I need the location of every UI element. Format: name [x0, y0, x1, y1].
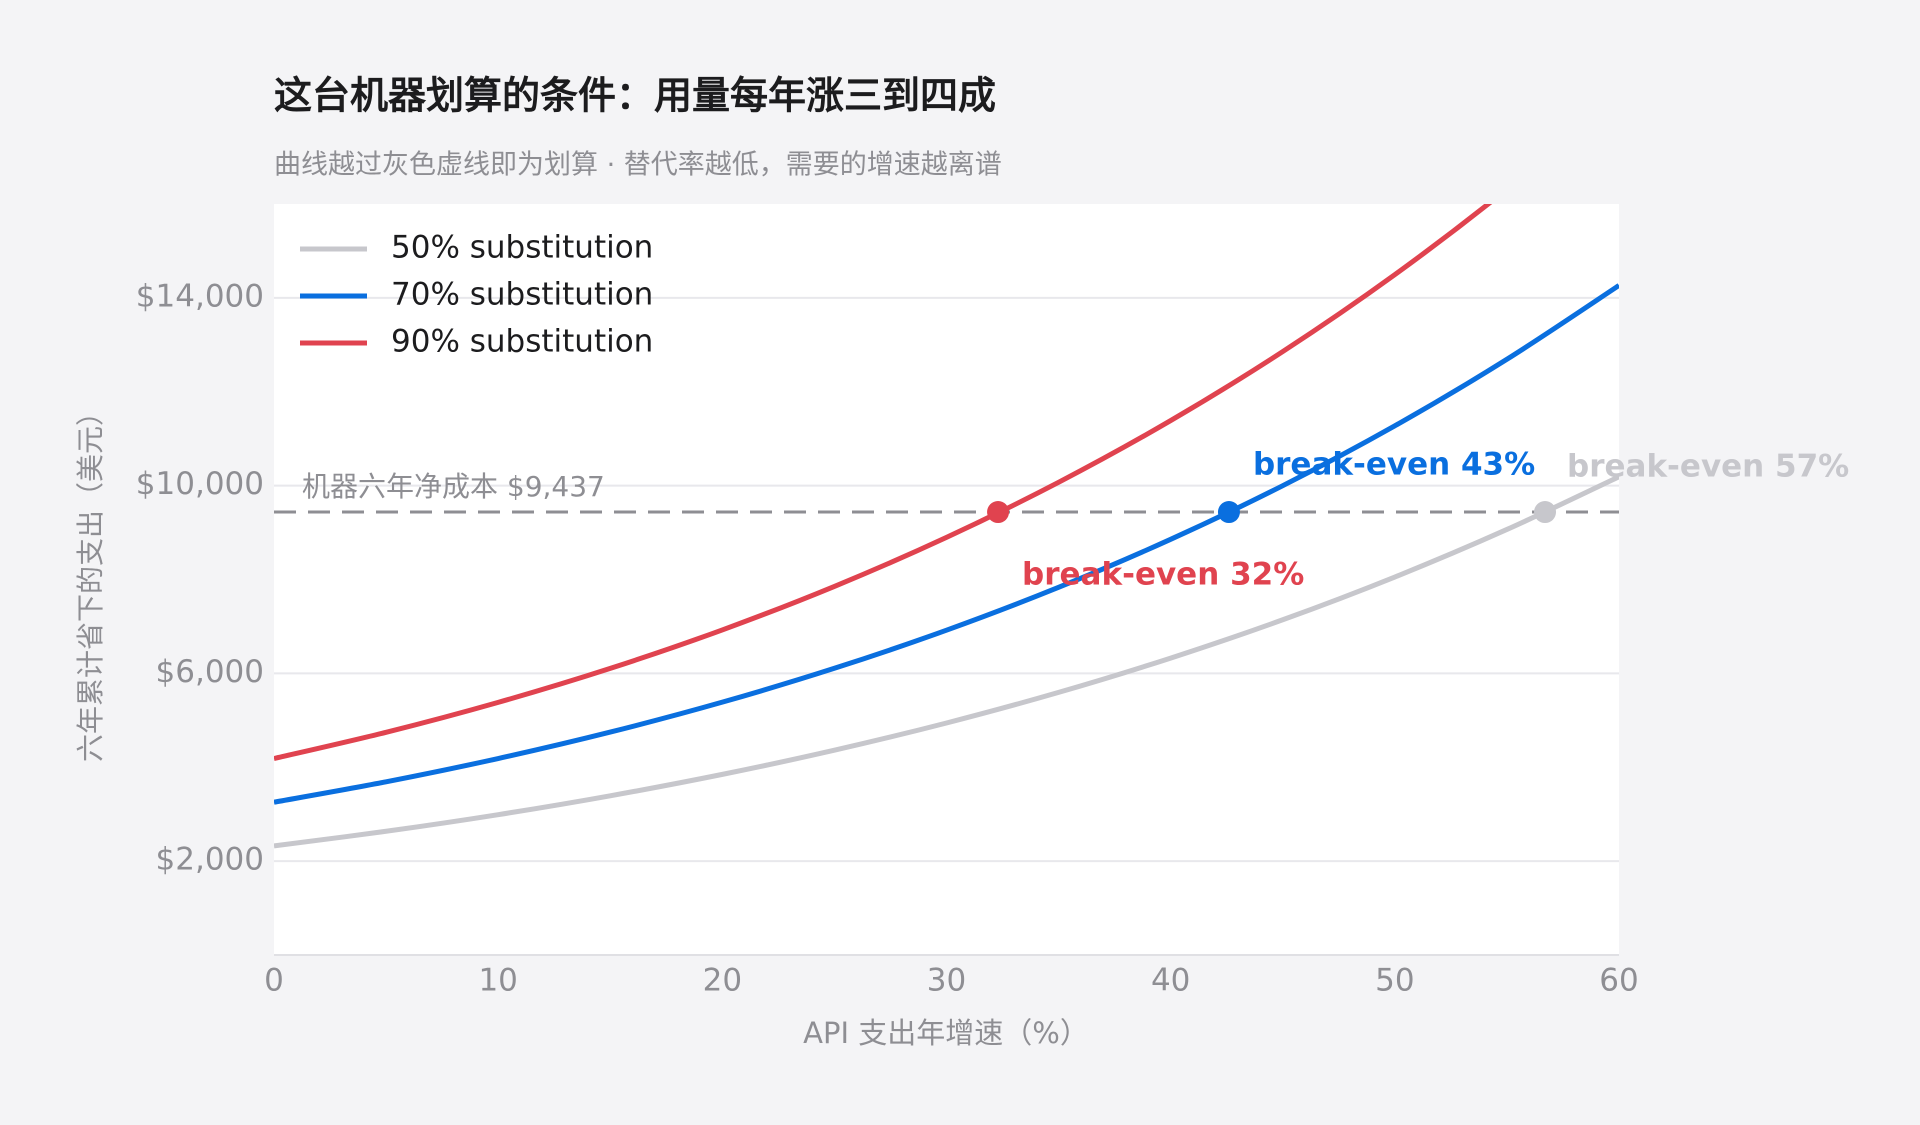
x-tick-label: 10 — [478, 963, 517, 999]
break-even-label: break-even 43% — [1253, 447, 1535, 483]
legend-label: 70% substitution — [391, 277, 653, 313]
x-tick-label: 50 — [1375, 963, 1414, 999]
chart-title: 这台机器划算的条件：用量每年涨三到四成 — [274, 74, 996, 118]
x-tick-label: 20 — [703, 963, 742, 999]
y-axis-label: 六年累计省下的支出（美元） — [74, 398, 107, 762]
legend-label: 90% substitution — [391, 324, 653, 360]
break-even-label: break-even 57% — [1567, 449, 1849, 485]
break-even-point — [987, 501, 1010, 524]
series-line — [274, 204, 1493, 762]
break-even-point — [1534, 501, 1557, 524]
chart-subtitle: 曲线越过灰色虚线即为划算 · 替代率越低，需要的增速越离谱 — [274, 150, 1002, 181]
x-tick-label: 40 — [1151, 963, 1190, 999]
y-tick-label: $14,000 — [136, 278, 264, 314]
x-tick-label: 0 — [264, 963, 284, 999]
y-tick-label: $2,000 — [156, 842, 264, 878]
y-tick-label: $6,000 — [156, 654, 264, 690]
series-line — [274, 474, 1619, 849]
x-axis-label: API 支出年增速（%） — [803, 1016, 1089, 1050]
break-even-point — [1217, 501, 1240, 524]
series-line — [274, 283, 1619, 805]
break-even-label: break-even 32% — [1022, 557, 1304, 593]
plot-area — [274, 204, 1619, 955]
y-tick-label: $10,000 — [136, 466, 264, 502]
legend-label: 50% substitution — [391, 230, 653, 266]
x-tick-label: 60 — [1599, 963, 1638, 999]
x-tick-label: 30 — [927, 963, 966, 999]
reference-label: 机器六年净成本 $9,437 — [302, 470, 605, 503]
plot-lines — [274, 204, 1619, 849]
